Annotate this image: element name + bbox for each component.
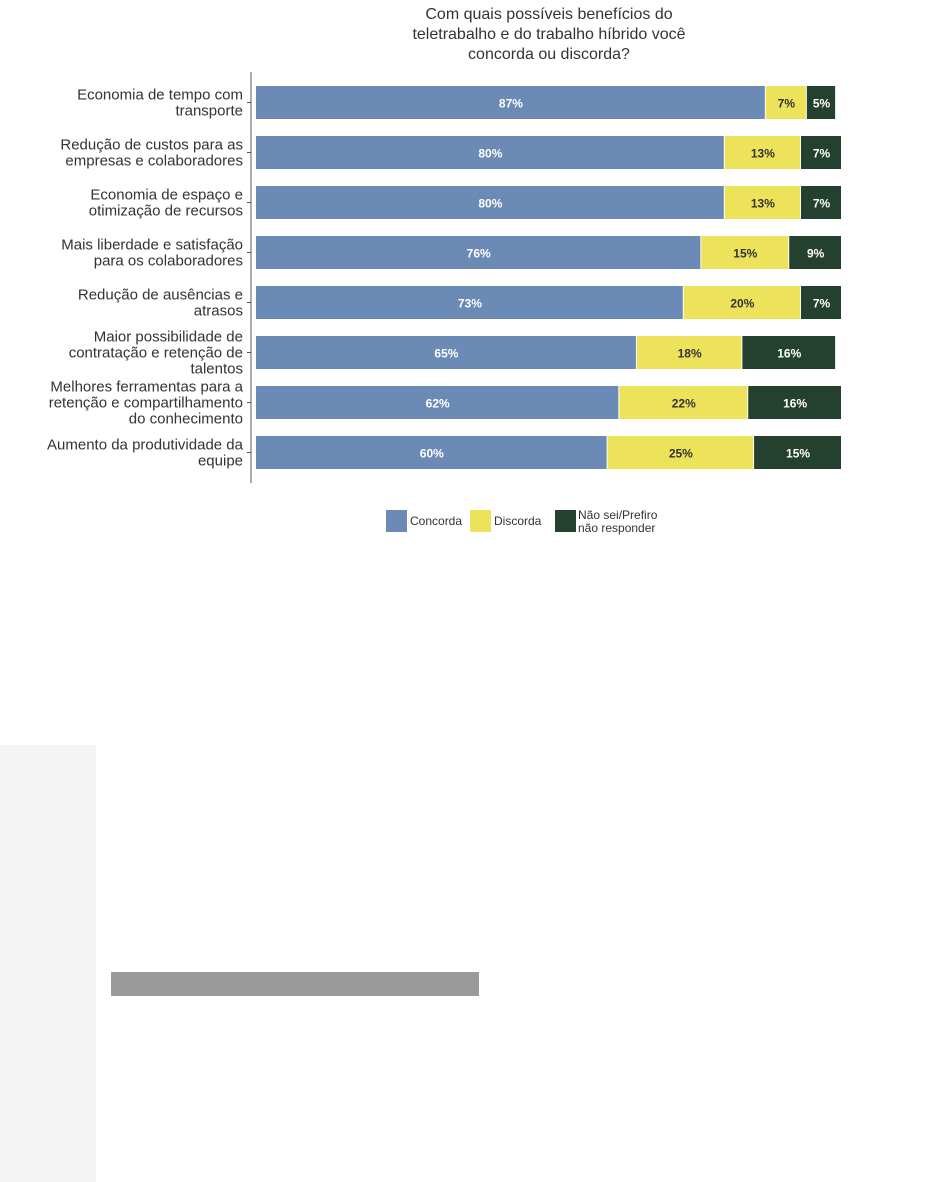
bar-segment-discorda: [636, 336, 742, 369]
data-label: 18%: [678, 347, 702, 361]
legend-swatch: [470, 510, 491, 532]
bar-segment-nosei: [800, 186, 841, 219]
data-label: 7%: [813, 147, 831, 161]
legend-label: Concorda: [410, 514, 462, 528]
bar-segment-nosei: [806, 86, 836, 119]
data-label: 16%: [777, 347, 801, 361]
category-label: do conhecimento: [129, 411, 243, 428]
bar-segment-concorda: [256, 136, 724, 169]
data-label: 80%: [478, 147, 502, 161]
data-label: 5%: [813, 97, 831, 111]
category-label: Redução de ausências e: [78, 287, 243, 304]
category-label: Melhores ferramentas para a: [50, 379, 243, 396]
data-label: 80%: [478, 197, 502, 211]
bar-segment-nosei: [800, 136, 841, 169]
bar-segment-concorda: [256, 186, 724, 219]
stacked-bar-chart: Com quais possíveis benefícios do teletra…: [0, 0, 927, 560]
category-label: empresas e colaboradores: [65, 153, 243, 170]
data-label: 13%: [751, 147, 775, 161]
bar-segment-nosei: [748, 386, 841, 419]
placeholder-bar: [111, 972, 479, 996]
category-label: Aumento da produtividade da: [47, 437, 244, 454]
left-side-panel: [0, 745, 96, 1182]
data-label: 15%: [733, 247, 757, 261]
bar-segment-nosei: [789, 236, 841, 269]
bar-segment-nosei: [800, 286, 841, 319]
data-label: 76%: [467, 247, 491, 261]
category-label: otimização de recursos: [89, 203, 243, 220]
category-label: retenção e compartilhamento: [49, 395, 243, 412]
chart-title-line: teletrabalho e do trabalho híbrido você: [412, 26, 685, 43]
data-label: 7%: [813, 197, 831, 211]
category-label: Maior possibilidade de: [94, 329, 243, 346]
bar-segment-discorda: [701, 236, 789, 269]
bar-segment-concorda: [256, 86, 765, 119]
bar-segment-nosei: [742, 336, 836, 369]
data-label: 9%: [807, 247, 825, 261]
bar-segment-discorda: [619, 386, 748, 419]
category-label: Economia de espaço e: [90, 187, 243, 204]
bar-segment-discorda: [683, 286, 800, 319]
bar-segment-discorda: [765, 86, 806, 119]
category-label: Economia de tempo com: [77, 87, 243, 104]
category-label: Redução de custos para as: [60, 137, 243, 154]
chart-title-line: Com quais possíveis benefícios do: [425, 6, 672, 23]
data-label: 16%: [783, 397, 807, 411]
legend-label: não responder: [578, 521, 655, 535]
data-label: 73%: [458, 297, 482, 311]
bar-segment-concorda: [256, 436, 607, 469]
bar-segment-concorda: [256, 286, 683, 319]
data-label: 60%: [420, 447, 444, 461]
legend-label: Discorda: [494, 514, 542, 528]
data-label: 62%: [426, 397, 450, 411]
category-label: equipe: [198, 453, 243, 470]
bar-segment-discorda: [724, 136, 800, 169]
chart-title-line: concorda ou discorda?: [468, 46, 630, 63]
legend-swatch: [555, 510, 576, 532]
bar-segment-concorda: [256, 386, 619, 419]
category-label: talentos: [190, 361, 243, 378]
category-label: para os colaboradores: [94, 253, 243, 270]
legend-swatch: [386, 510, 407, 532]
data-label: 25%: [669, 447, 693, 461]
bar-segment-concorda: [256, 236, 701, 269]
data-label: 7%: [778, 97, 796, 111]
chart-canvas: Com quais possíveis benefícios do teletra…: [47, 6, 841, 535]
data-label: 20%: [730, 297, 754, 311]
data-label: 87%: [499, 97, 523, 111]
data-label: 15%: [786, 447, 810, 461]
category-label: transporte: [175, 103, 243, 120]
data-label: 22%: [672, 397, 696, 411]
legend-label: Não sei/Prefiro: [578, 508, 658, 522]
data-label: 7%: [813, 297, 831, 311]
category-label: Mais liberdade e satisfação: [61, 237, 243, 254]
data-label: 13%: [751, 197, 775, 211]
category-label: atrasos: [194, 303, 243, 320]
data-label: 65%: [434, 347, 458, 361]
bar-segment-discorda: [607, 436, 754, 469]
category-label: contratação e retenção de: [69, 345, 243, 362]
bar-segment-nosei: [754, 436, 841, 469]
bar-segment-discorda: [724, 186, 800, 219]
bar-segment-concorda: [256, 336, 636, 369]
